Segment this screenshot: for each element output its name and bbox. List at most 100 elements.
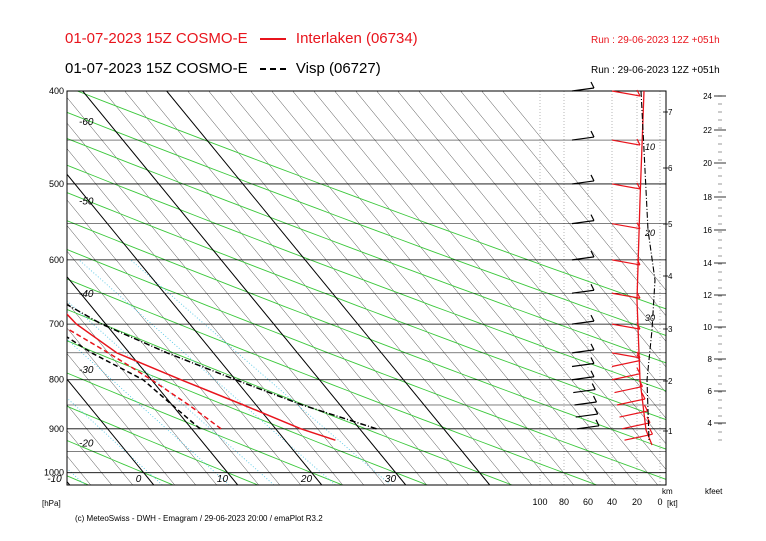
- isotherm: [67, 275, 239, 485]
- visp-wind-barb-flag: [590, 130, 595, 138]
- pressure-tick-label: 600: [49, 255, 64, 265]
- hatch-line: [229, 91, 553, 485]
- km-tick-label: 3: [668, 325, 673, 334]
- hatch-line: [124, 91, 448, 485]
- kfeet-tick-label: 22: [703, 126, 712, 135]
- interlaken-wind-barb: [611, 352, 641, 359]
- kfeet-tick-label: 18: [703, 193, 712, 202]
- visp-wind-barb: [571, 349, 595, 354]
- interlaken-wind-barb: [611, 223, 641, 230]
- dry-adiabat: [67, 405, 259, 485]
- hatch-line: [67, 301, 217, 485]
- visp-wind-barb: [576, 425, 600, 430]
- kfeet-tick-label: 8: [708, 355, 713, 364]
- visp-wind-barb-flag: [591, 383, 596, 390]
- header2-date-model: 01-07-2023 15Z COSMO-E: [65, 60, 248, 77]
- interlaken-wind-barb: [611, 292, 641, 299]
- kfeet-tick-label: 16: [703, 226, 712, 235]
- header2-run: Run : 29-06-2023 12Z +051h: [591, 65, 720, 76]
- hatch-line: [67, 327, 196, 485]
- interlaken-wind-barb: [619, 410, 648, 418]
- hatch-line: [67, 353, 175, 485]
- isotherm-label-left: -30: [79, 365, 94, 376]
- hatch-line: [145, 91, 469, 485]
- interlaken-wind-barb-flag: [646, 416, 651, 424]
- wind-speed-tick-label: 100: [532, 497, 547, 507]
- dry-adiabat: [67, 308, 513, 485]
- visp-wind-barb: [571, 136, 595, 141]
- isotherm-label-left: -40: [79, 289, 94, 300]
- hatch-line: [67, 225, 280, 485]
- hatch-line: [292, 91, 616, 485]
- isotherm: [67, 378, 155, 485]
- dry-adiabat: [67, 340, 428, 485]
- hatch-line: [67, 148, 343, 485]
- hatch-line: [313, 91, 637, 485]
- plot-frame: [66, 90, 667, 486]
- visp-wind-barb-flag: [590, 283, 595, 291]
- hatch-line: [0, 91, 7, 485]
- interlaken-wind-barb-flag: [641, 392, 646, 400]
- hpa-unit-label: [hPa]: [42, 499, 61, 508]
- dry-adiabat: [67, 192, 666, 421]
- interlaken-wind-barb: [611, 90, 641, 97]
- kfeet-tick-label: 6: [708, 387, 713, 396]
- km-tick-label: 6: [668, 164, 673, 173]
- kfeet-tick-label: 20: [703, 159, 712, 168]
- visp-wind-barb: [575, 413, 598, 418]
- visp-wind-barb: [573, 388, 596, 394]
- visp-wind-barb-flag: [590, 250, 595, 258]
- visp-wind-barb-flag: [590, 214, 595, 221]
- hatch-line: [103, 91, 427, 485]
- visp-wind-barb-flag: [590, 314, 595, 322]
- hatch-line: [0, 91, 28, 485]
- temperature-tick-label: 30: [385, 474, 397, 485]
- visp-wind-barb-flag: [590, 81, 595, 89]
- hatch-line: [355, 91, 666, 470]
- hatch-line: [67, 122, 364, 485]
- km-tick-label: 1: [668, 427, 673, 436]
- hatch-line: [250, 91, 574, 485]
- visp-wind-barb: [571, 180, 595, 185]
- temperature-tick-label: -10: [47, 474, 62, 485]
- pressure-tick-label: 700: [49, 319, 64, 329]
- pressure-tick-label: 400: [49, 86, 64, 96]
- dry-adiabat: [0, 91, 4, 485]
- visp-wind-barb-flag: [590, 174, 595, 182]
- hatch-line: [67, 455, 91, 485]
- wind-speed-tick-label: 80: [559, 497, 569, 507]
- visp-wind-barb: [571, 376, 595, 381]
- wind-speed-tick-label: 60: [583, 497, 593, 507]
- visp-wind-profile-line: [640, 90, 656, 441]
- dry-adiabat: [67, 138, 666, 364]
- wind-speed-tick-label: 20: [632, 497, 642, 507]
- hatch-line: [187, 91, 511, 485]
- temperature-tick-label: 20: [300, 474, 313, 485]
- hatch-line: [0, 91, 49, 485]
- interlaken-wind-barb: [611, 259, 641, 266]
- hatch-line: [481, 91, 666, 317]
- visp-wind-barb: [574, 401, 597, 406]
- interlaken-wind-barb-flag: [643, 404, 649, 412]
- kfeet-tick-label: 4: [708, 419, 713, 428]
- km-tick-label: 7: [668, 108, 673, 117]
- wind-speed-tick-label: 40: [607, 497, 617, 507]
- rh-label: 10: [645, 142, 655, 152]
- kfeet-tick-label: 24: [703, 92, 712, 101]
- visp-wind-barb-flag: [590, 357, 595, 364]
- isotherm-label-left: -20: [79, 438, 94, 449]
- mixing-ratio-line: [78, 259, 336, 485]
- hatch-line: [67, 199, 301, 485]
- visp-wind-barb-flag: [594, 407, 599, 415]
- dry-adiabat: [67, 249, 666, 480]
- interlaken-wind-barb: [611, 373, 641, 381]
- visp-wind-barb: [571, 256, 595, 261]
- interlaken-wind-barb: [616, 398, 646, 406]
- dry-adiabat: [67, 372, 343, 485]
- km-tick-label: 4: [668, 272, 673, 281]
- isotherm: [166, 91, 491, 485]
- hatch-line: [208, 91, 532, 485]
- hatch-line: [67, 404, 133, 485]
- visp-wind-barb: [571, 289, 595, 294]
